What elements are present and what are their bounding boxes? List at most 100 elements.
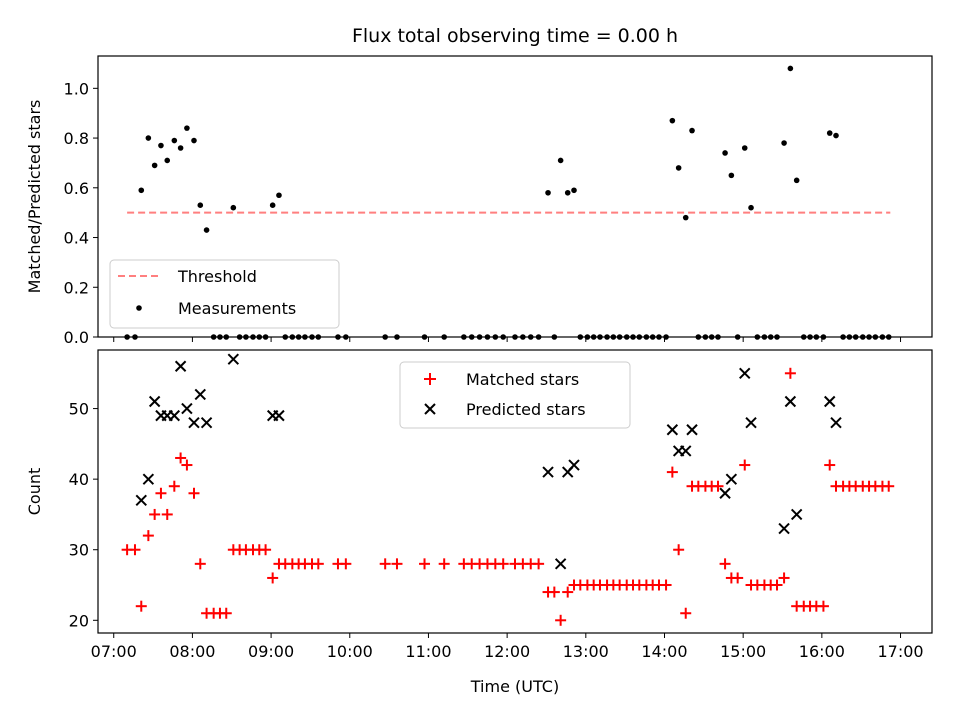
matched-point bbox=[312, 558, 324, 570]
matched-point bbox=[497, 558, 509, 570]
predicted-point bbox=[200, 416, 213, 429]
matched-point bbox=[149, 508, 161, 520]
legend-matched-label: Matched stars bbox=[466, 370, 579, 389]
predicted-point bbox=[666, 424, 679, 436]
predicted-point bbox=[830, 416, 842, 429]
predicted-point bbox=[188, 416, 200, 429]
matched-point bbox=[340, 558, 352, 570]
measurement-point bbox=[177, 145, 184, 151]
measurement-point bbox=[151, 162, 158, 169]
bottom-legend: Matched stars Predicted stars bbox=[399, 361, 631, 429]
predicted-point bbox=[784, 395, 797, 408]
matched-point bbox=[194, 558, 206, 570]
measurement-point bbox=[191, 137, 197, 144]
measurement-point bbox=[682, 214, 689, 221]
matched-point bbox=[562, 586, 574, 598]
legend-predicted-label: Predicted stars bbox=[466, 400, 586, 419]
matched-point bbox=[161, 508, 173, 520]
x-axis-label: Time (UTC) bbox=[470, 677, 559, 696]
predicted-point bbox=[680, 445, 692, 457]
x-tick-label: 14:00 bbox=[641, 642, 687, 661]
bottom-axes: 20 30 40 50 07:00 08:00 09:00 10:00 11:00 12:00 13… bbox=[69, 400, 924, 661]
matched-point bbox=[419, 558, 431, 570]
measurement-point bbox=[230, 204, 237, 211]
matched-point bbox=[771, 579, 783, 591]
matched-point bbox=[824, 459, 836, 471]
measurement-point bbox=[545, 189, 551, 196]
matched-point bbox=[260, 544, 272, 556]
predicted-point bbox=[174, 360, 187, 372]
matched-point bbox=[548, 586, 560, 598]
measurement-point bbox=[675, 165, 682, 171]
predicted-point bbox=[778, 522, 790, 535]
predicted-point bbox=[686, 424, 698, 436]
measurement-point bbox=[781, 140, 787, 146]
legend-measurements-marker bbox=[136, 305, 142, 311]
x-tick-label: 07:00 bbox=[91, 642, 137, 661]
top-panel: 0.0 0.2 0.4 0.6 0.8 1.0 Matched/Predicted sta… bbox=[25, 55, 933, 347]
x-tick-label: 16:00 bbox=[799, 642, 845, 661]
legend-matched-marker bbox=[424, 373, 436, 385]
predicted-point bbox=[227, 353, 240, 365]
matched-point bbox=[135, 600, 147, 612]
top-y-axis-label: Matched/Predicted stars bbox=[25, 100, 44, 294]
measurement-point bbox=[269, 202, 276, 209]
predicted-point bbox=[725, 473, 738, 485]
chart-title: Flux total observing time = 0.00 h bbox=[352, 25, 678, 47]
predicted-point bbox=[142, 473, 155, 485]
measurement-point bbox=[793, 177, 800, 184]
measurement-point bbox=[826, 130, 833, 136]
predicted-point bbox=[554, 558, 567, 570]
measurement-point bbox=[722, 150, 728, 156]
predicted-point bbox=[148, 395, 161, 408]
matched-point bbox=[533, 558, 545, 570]
legend-measurements-label: Measurements bbox=[178, 299, 296, 318]
y-tick-label: 50 bbox=[69, 400, 89, 419]
bottom-panel: 20 30 40 50 07:00 08:00 09:00 10:00 11:00 12:00 13… bbox=[25, 349, 933, 696]
bottom-plot-marks bbox=[121, 353, 895, 626]
matched-point bbox=[391, 558, 403, 570]
predicted-point bbox=[542, 466, 554, 478]
measurement-point bbox=[571, 187, 577, 194]
matched-point bbox=[660, 579, 672, 591]
predicted-point bbox=[824, 395, 836, 408]
matched-point bbox=[739, 459, 751, 471]
measurement-point bbox=[564, 189, 571, 196]
measurement-point bbox=[728, 172, 735, 179]
top-plot-marks bbox=[124, 65, 892, 340]
y-tick-label: 20 bbox=[69, 611, 89, 630]
x-tick-label: 17:00 bbox=[877, 642, 923, 661]
bottom-y-axis-label: Count bbox=[25, 468, 44, 516]
predicted-point bbox=[745, 416, 757, 429]
top-legend: Threshold Measurements bbox=[109, 259, 340, 329]
measurement-point bbox=[171, 137, 178, 144]
x-tick-label: 08:00 bbox=[169, 642, 215, 661]
measurement-point bbox=[145, 135, 152, 141]
y-tick-label: 1.0 bbox=[64, 79, 89, 98]
y-tick-label: 0.4 bbox=[64, 229, 89, 248]
x-tick-label: 10:00 bbox=[327, 642, 373, 661]
predicted-point bbox=[790, 508, 803, 521]
matched-point bbox=[379, 558, 391, 570]
x-tick-label: 15:00 bbox=[720, 642, 766, 661]
matched-point bbox=[438, 558, 450, 570]
y-tick-label: 0.2 bbox=[64, 278, 89, 297]
predicted-point bbox=[194, 388, 206, 401]
measurement-point bbox=[276, 192, 282, 199]
predicted-point bbox=[568, 459, 580, 471]
measurement-point bbox=[203, 227, 210, 233]
predicted-point bbox=[181, 402, 193, 415]
y-tick-label: 40 bbox=[69, 470, 89, 489]
matched-point bbox=[220, 607, 232, 619]
matched-point bbox=[712, 480, 724, 492]
x-tick-label: 12:00 bbox=[484, 642, 530, 661]
y-tick-label: 30 bbox=[69, 541, 89, 560]
matched-point bbox=[267, 572, 279, 584]
measurement-point bbox=[689, 127, 695, 134]
measurement-point bbox=[184, 125, 190, 131]
matched-point bbox=[188, 487, 200, 499]
measurement-point bbox=[197, 202, 204, 209]
y-tick-label: 0.8 bbox=[64, 129, 89, 148]
